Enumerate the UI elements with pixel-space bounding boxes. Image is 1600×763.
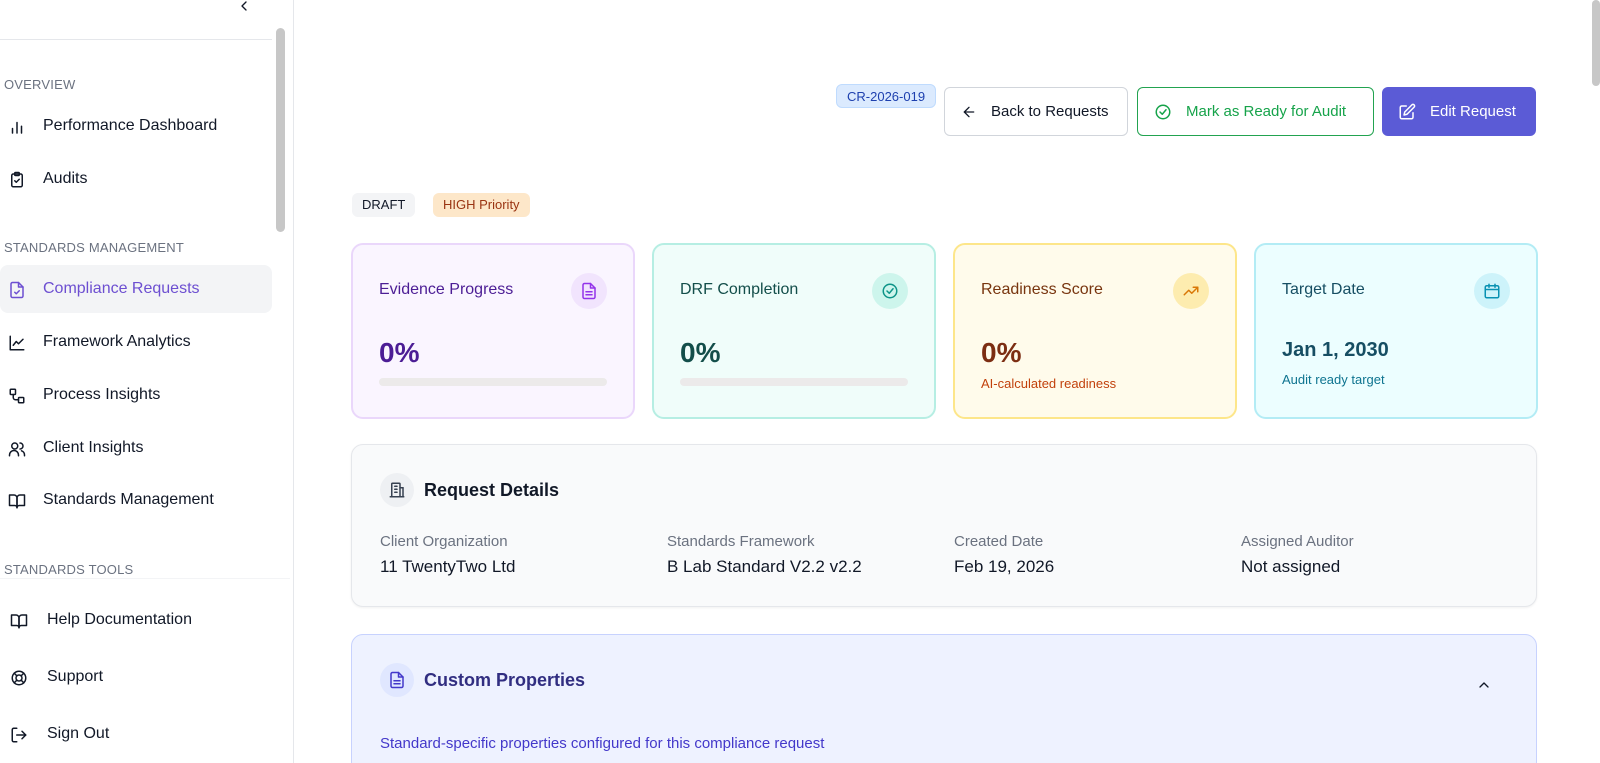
life-buoy-icon: [10, 669, 28, 687]
sidebar-item-label: Process Insights: [43, 386, 161, 403]
custom-properties-title: Custom Properties: [424, 669, 586, 690]
sidebar-item-client-insights[interactable]: Client Insights: [0, 424, 272, 472]
card-value: 0%: [379, 337, 420, 368]
section-standards-tools: STANDARDS TOOLS: [4, 562, 134, 577]
sidebar-item-label: Performance Dashboard: [43, 117, 218, 134]
edit-request-button[interactable]: Edit Request: [1382, 87, 1536, 136]
request-details-title: Request Details: [424, 479, 560, 500]
workflow-icon: [8, 387, 26, 405]
field-value: B Lab Standard V2.2 v2.2: [667, 557, 862, 576]
status-badge-draft: DRAFT: [352, 193, 416, 217]
back-to-requests-button[interactable]: Back to Requests: [944, 87, 1128, 136]
client-organization-field: Client Organization 11 TwentyTwo Ltd: [380, 533, 515, 577]
field-value: 11 TwentyTwo Ltd: [380, 557, 516, 576]
target-date-card: Target Date Jan 1, 2030 Audit ready targ…: [1254, 243, 1538, 419]
chevron-up-icon[interactable]: [1476, 677, 1492, 698]
field-value: Not assigned: [1241, 557, 1341, 576]
field-value: Feb 19, 2026: [954, 557, 1055, 576]
card-title: Target Date: [1282, 281, 1365, 298]
sidebar-item-label: Help Documentation: [47, 611, 192, 628]
calendar-icon: [1474, 273, 1510, 309]
back-button-label: Back to Requests: [991, 103, 1109, 120]
field-label: Assigned Auditor: [1241, 533, 1354, 550]
building-icon: [380, 473, 414, 507]
request-details-header: Request Details: [380, 473, 559, 507]
sidebar-header: [0, 0, 272, 40]
drf-progress-bar: [680, 378, 908, 386]
line-chart-icon: [8, 334, 26, 352]
check-circle-icon: [872, 273, 908, 309]
bar-chart-icon: [8, 118, 26, 136]
sidebar-item-standards-management[interactable]: Standards Management: [0, 476, 272, 524]
sidebar-item-label: Sign Out: [47, 725, 110, 742]
custom-properties-header[interactable]: Custom Properties: [380, 663, 585, 697]
log-out-icon: [10, 726, 28, 744]
drf-completion-card: DRF Completion 0%: [652, 243, 936, 419]
sidebar-item-sign-out[interactable]: Sign Out: [0, 710, 272, 758]
check-circle-icon: [1154, 103, 1172, 121]
sidebar-item-label: Client Insights: [43, 439, 144, 456]
request-id-badge: CR-2026-019: [836, 84, 937, 108]
section-overview: OVERVIEW: [4, 77, 76, 92]
ready-button-label: Mark as Ready for Audit: [1186, 103, 1347, 120]
card-value: 0%: [981, 337, 1022, 368]
field-label: Standards Framework: [667, 533, 815, 550]
priority-badge: HIGH Priority: [433, 193, 530, 217]
sidebar-item-audits[interactable]: Audits: [0, 155, 272, 203]
sidebar-item-support[interactable]: Support: [0, 653, 272, 701]
book-open-icon: [10, 612, 28, 630]
readiness-score-card: Readiness Score 0% AI-calculated readine…: [953, 243, 1237, 419]
sidebar-scrollbar[interactable]: [276, 28, 285, 232]
file-text-icon: [380, 663, 414, 697]
sidebar-item-framework-analytics[interactable]: Framework Analytics: [0, 318, 272, 366]
card-title: DRF Completion: [680, 281, 799, 298]
sidebar-item-performance-dashboard[interactable]: Performance Dashboard: [0, 102, 272, 150]
card-value: 0%: [680, 337, 721, 368]
edit-button-label: Edit Request: [1430, 103, 1516, 120]
field-label: Created Date: [954, 533, 1044, 550]
edit-icon: [1398, 103, 1416, 121]
chevron-left-icon[interactable]: [236, 0, 252, 14]
trending-up-icon: [1173, 273, 1209, 309]
sidebar: OVERVIEW Performance Dashboard Audits ST…: [0, 0, 294, 763]
section-standards-management: STANDARDS MANAGEMENT: [4, 240, 184, 255]
mark-ready-for-audit-button[interactable]: Mark as Ready for Audit: [1137, 87, 1374, 136]
page-scrollbar[interactable]: [1592, 0, 1600, 86]
card-value: Jan 1, 2030: [1282, 339, 1389, 361]
card-subtitle: AI-calculated readiness: [981, 376, 1117, 391]
custom-properties-description: Standard-specific properties configured …: [380, 735, 825, 752]
arrow-left-icon: [961, 104, 977, 120]
sidebar-item-label: Framework Analytics: [43, 333, 191, 350]
evidence-progress-card: Evidence Progress 0%: [351, 243, 635, 419]
file-text-icon: [571, 273, 607, 309]
book-open-icon: [8, 492, 26, 510]
field-label: Client Organization: [380, 533, 508, 550]
card-subtitle: Audit ready target: [1282, 372, 1385, 387]
assigned-auditor-field: Assigned Auditor Not assigned: [1241, 533, 1354, 577]
created-date-field: Created Date Feb 19, 2026: [954, 533, 1054, 577]
request-details-panel: Request Details Client Organization 11 T…: [351, 444, 1537, 607]
users-icon: [8, 440, 26, 458]
sidebar-divider: [0, 578, 290, 579]
sidebar-item-compliance-requests[interactable]: Compliance Requests: [0, 265, 272, 313]
sidebar-item-help-documentation[interactable]: Help Documentation: [0, 596, 272, 644]
sidebar-item-label: Audits: [43, 170, 88, 187]
standards-framework-field: Standards Framework B Lab Standard V2.2 …: [667, 533, 862, 577]
sidebar-item-label: Support: [47, 668, 104, 685]
sidebar-item-process-insights[interactable]: Process Insights: [0, 371, 272, 419]
card-title: Evidence Progress: [379, 281, 514, 298]
evidence-progress-bar: [379, 378, 607, 386]
clipboard-check-icon: [8, 171, 26, 189]
sidebar-item-label: Standards Management: [43, 491, 214, 508]
file-check-icon: [8, 281, 26, 299]
sidebar-item-label: Compliance Requests: [43, 280, 200, 297]
card-title: Readiness Score: [981, 281, 1103, 298]
custom-properties-panel: Custom Properties Standard-specific prop…: [351, 634, 1537, 763]
